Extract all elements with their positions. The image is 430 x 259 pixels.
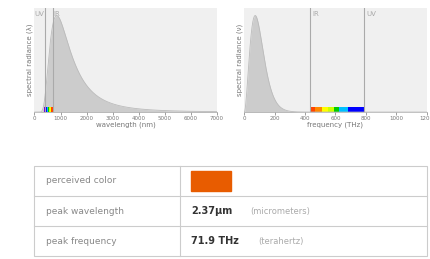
Bar xyxy=(314,107,321,112)
X-axis label: wavelength (nm): wavelength (nm) xyxy=(95,122,155,128)
Text: perceived color: perceived color xyxy=(46,176,116,185)
Bar xyxy=(347,107,363,112)
X-axis label: frequency (THz): frequency (THz) xyxy=(307,122,362,128)
Text: peak wavelength: peak wavelength xyxy=(46,207,124,215)
Text: IR: IR xyxy=(311,11,318,17)
Text: UV: UV xyxy=(34,11,44,17)
Bar xyxy=(191,171,230,191)
Bar xyxy=(327,107,333,112)
Text: UV: UV xyxy=(366,11,376,17)
Bar xyxy=(47,107,48,112)
Bar xyxy=(50,107,52,112)
Text: IR: IR xyxy=(53,11,60,17)
Text: peak frequency: peak frequency xyxy=(46,237,117,246)
Y-axis label: spectral radiance (ν): spectral radiance (ν) xyxy=(236,24,243,96)
Text: (micrometers): (micrometers) xyxy=(249,207,309,215)
Bar xyxy=(338,107,347,112)
Bar xyxy=(333,107,338,112)
Bar xyxy=(44,107,46,112)
Bar xyxy=(49,107,50,112)
Text: (terahertz): (terahertz) xyxy=(258,237,303,246)
Bar xyxy=(321,107,327,112)
Bar xyxy=(48,107,49,112)
Bar xyxy=(309,107,314,112)
Bar xyxy=(46,107,47,112)
Text: 71.9 THz: 71.9 THz xyxy=(191,236,239,246)
Y-axis label: spectral radiance (λ): spectral radiance (λ) xyxy=(27,24,33,96)
Text: 2.37µm: 2.37µm xyxy=(191,206,232,216)
